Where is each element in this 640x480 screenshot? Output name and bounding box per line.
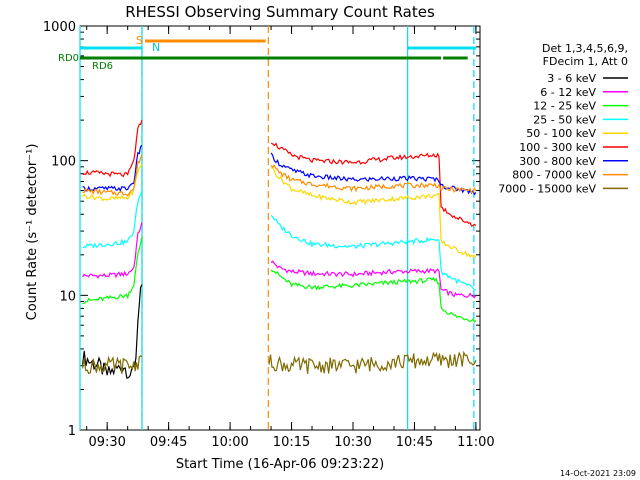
series-line bbox=[270, 164, 477, 194]
series-line bbox=[82, 221, 143, 280]
x-axis-label: Start Time (16-Apr-06 09:23:22) bbox=[176, 457, 384, 472]
y-tick-label: 1000 bbox=[43, 20, 76, 35]
chart-title: RHESSI Observing Summary Count Rates bbox=[125, 3, 435, 21]
series-line bbox=[270, 214, 476, 291]
legend-label: 100 - 300 keV bbox=[519, 141, 596, 154]
y-tick-label: 10 bbox=[59, 289, 76, 304]
series-line bbox=[82, 163, 143, 202]
legend-label: 3 - 6 keV bbox=[547, 72, 596, 85]
series-line bbox=[268, 350, 477, 374]
legend-label: 12 - 25 keV bbox=[533, 100, 596, 113]
series-line bbox=[270, 142, 477, 227]
x-tick-label: 09:30 bbox=[88, 435, 125, 450]
x-tick-label: 10:00 bbox=[211, 435, 248, 450]
y-tick-label: 1 bbox=[68, 424, 76, 439]
series-line bbox=[270, 166, 477, 259]
series-line bbox=[270, 269, 477, 323]
legend-label: 6 - 12 keV bbox=[540, 86, 596, 99]
series-line bbox=[82, 355, 143, 375]
flag-label-s: S bbox=[136, 34, 143, 47]
legend-label: 300 - 800 keV bbox=[519, 155, 596, 168]
series-line bbox=[82, 144, 143, 193]
legend-header-line-2: FDecim 1, Att 0 bbox=[543, 55, 628, 68]
series-line bbox=[82, 190, 143, 249]
legend-label: 7000 - 15000 keV bbox=[498, 182, 596, 195]
series-line bbox=[82, 237, 143, 305]
y-axis-label: Count Rate (s⁻¹ detector⁻¹) bbox=[25, 144, 40, 321]
x-tick-label: 09:45 bbox=[150, 435, 187, 450]
x-tick-label: 11:00 bbox=[457, 435, 494, 450]
legend-label: 25 - 50 keV bbox=[533, 113, 596, 126]
series-line bbox=[270, 152, 477, 196]
x-tick-label: 10:15 bbox=[273, 435, 310, 450]
x-tick-label: 10:30 bbox=[334, 435, 371, 450]
legend-label: 50 - 100 keV bbox=[526, 127, 596, 140]
y-tick-label: 100 bbox=[51, 155, 76, 170]
series-line bbox=[270, 260, 477, 299]
flag-label-rd0: RD0 bbox=[58, 53, 79, 64]
legend-header-line-1: Det 1,3,4,5,6,9, bbox=[542, 42, 628, 55]
flag-label-n: N bbox=[152, 41, 160, 54]
legend-label: 800 - 7000 keV bbox=[512, 169, 596, 182]
series-line bbox=[82, 119, 143, 178]
series-line bbox=[82, 154, 143, 197]
x-tick-label: 10:45 bbox=[396, 435, 433, 450]
timestamp-label: 14-Oct-2021 23:09 bbox=[560, 469, 636, 478]
flag-label-rd6: RD6 bbox=[92, 61, 113, 72]
